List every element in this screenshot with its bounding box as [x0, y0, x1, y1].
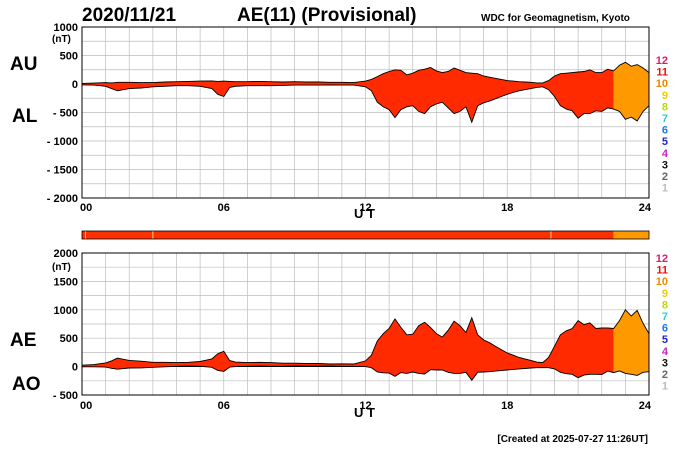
data-source: WDC for Geomagnetism, Kyoto [481, 13, 630, 24]
au-al-y-tick-label: - 500 [53, 108, 78, 120]
plot-title: AE(11) (Provisional) [237, 5, 417, 26]
ae-ao-x-tick-label: 00 [80, 400, 92, 412]
au-al-legend-level-8: 8 [662, 101, 668, 113]
ae-ao-ao-line [82, 365, 650, 381]
au-al-al-line [81, 84, 650, 124]
ae-ao-y-tick-label: - 500 [53, 390, 78, 402]
ae-ao-x-axis: 00 06 12 18 24 [80, 400, 652, 412]
ae-ao-frame [81, 252, 650, 396]
ae-ao-legend-level-10: 10 [656, 276, 668, 288]
au-al-legend-level-6: 6 [662, 125, 668, 137]
au-al-x-tick-label: 18 [501, 202, 513, 214]
ae-ao-legend-level-8: 8 [662, 299, 668, 311]
ae-ao-legend-level-5: 5 [662, 334, 668, 346]
ae-ao-area-level-10 [613, 309, 649, 376]
ae-ao-legend-level-4: 4 [662, 346, 669, 358]
au-al-y-tick-label: - 2000 [47, 193, 78, 205]
au-al-legend-level-7: 7 [662, 113, 668, 125]
ae-ao-area [81, 309, 650, 381]
au-al-y-tick-label: 1000 [54, 22, 78, 34]
ae-ao-legend-level-1: 1 [662, 381, 668, 393]
ae-label: AE [10, 330, 36, 351]
ae-ao-ae-line [81, 309, 650, 366]
au-al-y-tick-label: 500 [60, 51, 78, 63]
au-al-unit-label: (nT) [52, 34, 71, 45]
created-timestamp: [Created at 2025-07-27 11:26UT] [497, 434, 648, 445]
ae-ao-x-tick-label: 24 [639, 400, 652, 412]
au-al-x-label: U T [354, 206, 375, 221]
au-al-legend-level-1: 1 [662, 183, 668, 195]
au-al-legend-level-3: 3 [662, 159, 668, 171]
ae-ao-legend-level-7: 7 [662, 311, 668, 323]
ao-label: AO [12, 374, 41, 395]
au-al-y-tick-label: - 1500 [47, 165, 78, 177]
au-al-x-tick-label: 06 [218, 202, 230, 214]
ae-ao-y-tick-label: 1000 [54, 305, 78, 317]
au-al-area-level-10 [613, 62, 649, 121]
ae-ao-legend-level-2: 2 [662, 369, 668, 381]
au-al-x-axis: 00 06 12 18 24 [80, 202, 652, 214]
au-al-legend-level-4: 4 [662, 148, 669, 160]
ae-ao-legend-level-11: 11 [656, 265, 668, 277]
ae-ao-unit-label: (nT) [52, 262, 71, 273]
au-al-grid [82, 27, 649, 198]
plot-date: 2020/11/21 [82, 5, 176, 26]
ae-ao-legend-level-12: 12 [656, 253, 668, 265]
ae-ao-x-label: U T [354, 405, 375, 420]
ae-ao-x-tick-label: 18 [501, 400, 513, 412]
al-label: AL [12, 106, 38, 127]
ae-ao-legend-level-6: 6 [662, 323, 668, 335]
ae-ao-grid [82, 253, 649, 395]
ae-ao-y-axis: 2000 1500 1000 500 0 - 500 [53, 248, 78, 402]
ae-ao-y-tick-label: 500 [60, 333, 78, 345]
data-availability-bar [81, 230, 650, 240]
au-al-legend-level-2: 2 [662, 171, 668, 183]
au-al-x-tick-label: 24 [639, 202, 652, 214]
au-al-legend-level-10: 10 [656, 78, 668, 90]
ae-ao-legend-level-3: 3 [662, 357, 668, 369]
au-al-x-tick-label: 12 [359, 202, 371, 214]
ae-ao-x-tick-label: 12 [359, 400, 371, 412]
au-al-x-tick-label: 00 [80, 202, 92, 214]
ae-ao-y-tick-label: 2000 [54, 248, 78, 260]
au-al-area [81, 61, 650, 124]
au-al-legend-level-12: 12 [656, 55, 668, 67]
data-bar-segment [82, 231, 614, 239]
au-al-frame [81, 26, 650, 199]
au-al-legend-level-11: 11 [656, 67, 668, 79]
au-al-au-line [81, 61, 650, 84]
ae-ao-area-level-11 [82, 317, 614, 381]
au-al-legend-level-5: 5 [662, 136, 668, 148]
ae-ao-y-tick-label: 1500 [54, 276, 78, 288]
au-al-y-tick-label: - 1000 [47, 136, 78, 148]
data-bar-segment [613, 231, 649, 239]
data-bar-frame [81, 230, 650, 240]
ae-ao-y-tick-label: 0 [72, 362, 78, 374]
ae-ao-legend-level-9: 9 [662, 288, 668, 300]
au-al-area-level-11 [82, 67, 614, 123]
au-al-y-tick-label: 0 [72, 79, 78, 91]
au-al-y-axis: 1000 500 0 - 500 - 1000 - 1500 - 2000 [47, 22, 78, 205]
au-al-legend-level-9: 9 [662, 90, 668, 102]
ae-ao-x-tick-label: 06 [218, 400, 230, 412]
au-label: AU [10, 54, 37, 75]
